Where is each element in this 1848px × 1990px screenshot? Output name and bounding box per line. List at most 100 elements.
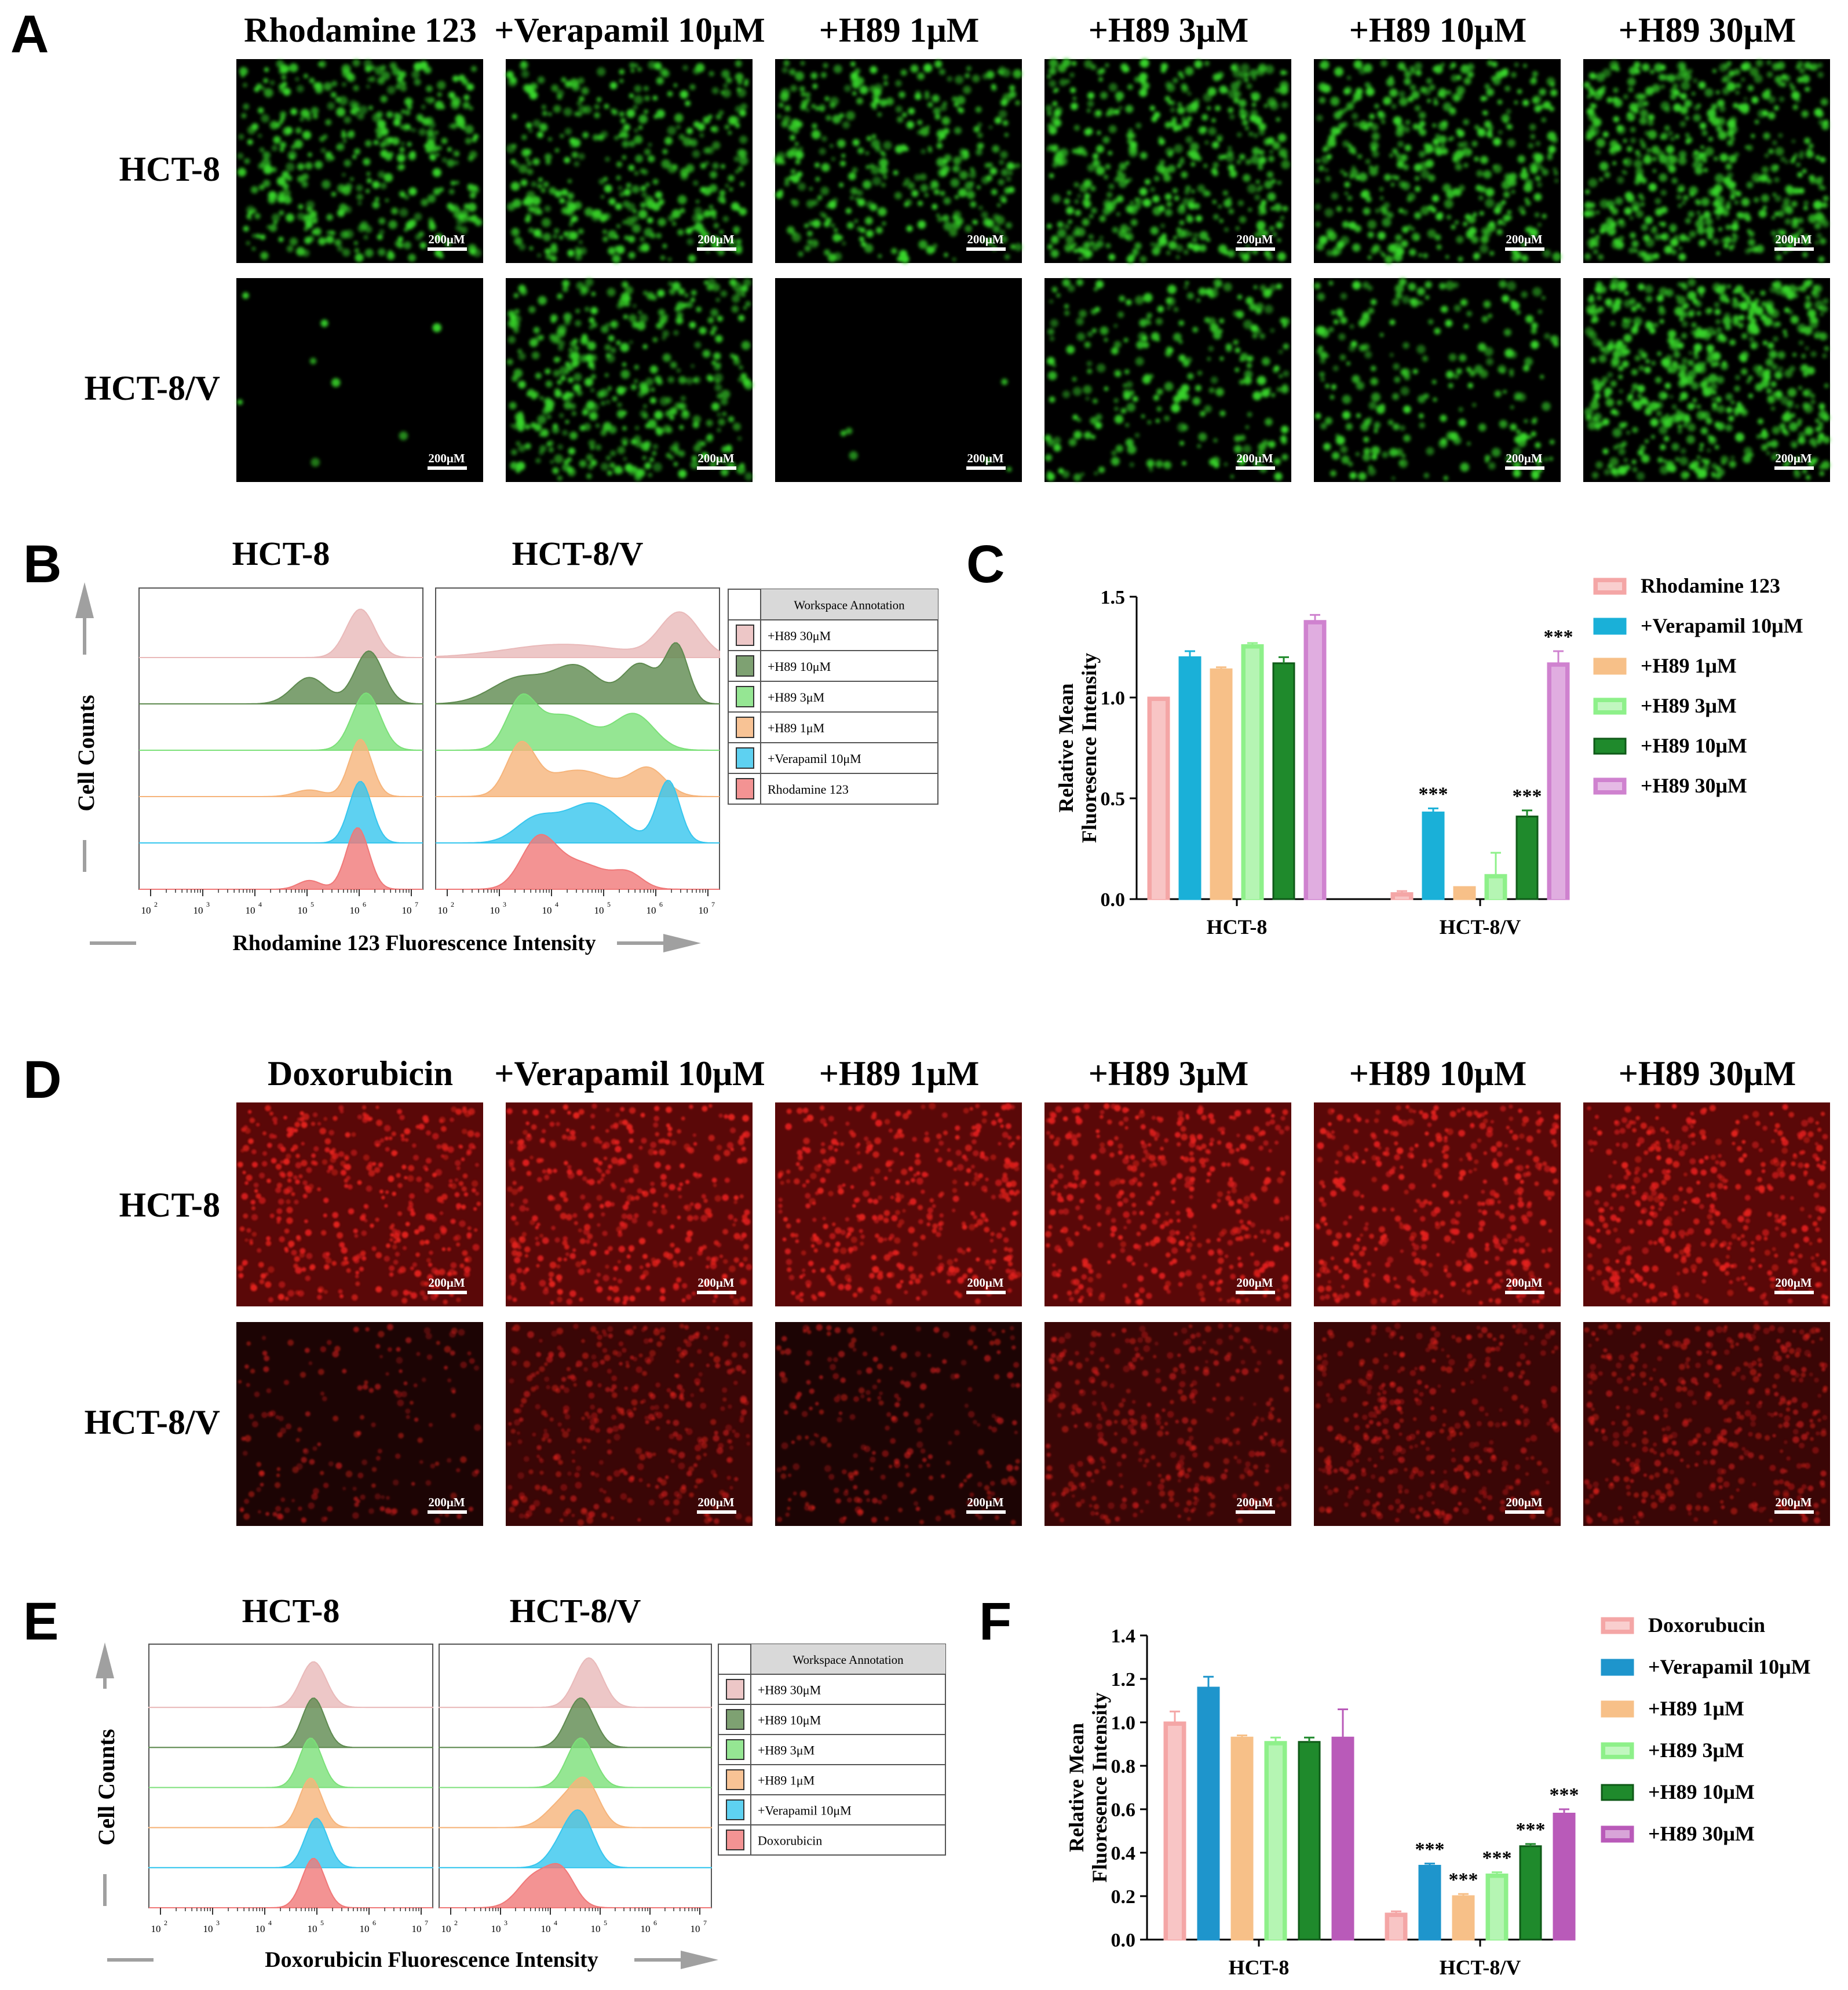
legend-entry: +H89 1μM — [768, 721, 824, 735]
y-tick-label: 0.0 — [1101, 889, 1126, 911]
scale-bar: 200μM — [966, 1495, 1006, 1514]
scale-bar-label: 200μM — [1506, 232, 1542, 246]
x-tick-label: HCT-8/V — [1440, 1956, 1521, 1979]
legend-swatch-inner — [1598, 782, 1622, 790]
x-axis-arrowhead — [663, 934, 701, 952]
histogram-curve — [436, 834, 720, 890]
legend-swatch — [726, 1830, 744, 1850]
tick-label: 10 — [490, 905, 500, 916]
tick-exponent: 2 — [451, 900, 454, 908]
bar — [1418, 1865, 1441, 1941]
bar-chart-doxorubicin: 0.0 0.2 0.4 0.6 0.8 1.0 1.2 1.4 Relative Mean Flu… — [1065, 1613, 1811, 1979]
column-header: +H89 30μM — [1619, 11, 1796, 49]
scale-bar-label: 200μM — [428, 1495, 465, 1509]
scale-bar: 200μM — [697, 232, 736, 251]
tick-exponent: 7 — [415, 900, 418, 908]
legend-entry: Rhodamine 123 — [1641, 574, 1780, 597]
legend-entry: +H89 1μM — [758, 1773, 815, 1787]
tick-exponent: 5 — [607, 900, 611, 908]
significance-marker: *** — [1482, 1847, 1512, 1869]
row-label: HCT-8/V — [85, 1403, 221, 1441]
tick-exponent: 3 — [206, 900, 210, 908]
legend-swatch — [1593, 578, 1627, 595]
bar-inner — [1490, 1878, 1504, 1940]
tick-label: 10 — [203, 1923, 213, 1934]
row-label: HCT-8 — [119, 1186, 221, 1224]
bar — [1178, 656, 1201, 900]
histogram-curve — [439, 1697, 712, 1748]
tick-exponent: 2 — [454, 1919, 458, 1927]
column-header: +Verapamil 10μM — [494, 1054, 765, 1093]
column-header: +H89 3μM — [1089, 11, 1249, 49]
scale-bar: 200μM — [428, 451, 467, 470]
micrograph-image: 200μM — [236, 278, 483, 482]
legend-header: Workspace Annotation — [794, 598, 905, 612]
y-tick-label: 1.2 — [1111, 1669, 1136, 1690]
legend-entry: +Verapamil 10μM — [758, 1803, 852, 1817]
significance-marker: *** — [1516, 1819, 1546, 1841]
scale-bar-label: 200μM — [1236, 232, 1273, 246]
scale-bar-label: 200μM — [967, 1276, 1003, 1290]
y-axis-label: Fluoresence Intensity — [1078, 653, 1101, 843]
tick-label: 10 — [641, 1923, 651, 1934]
tick-label: 10 — [591, 1923, 601, 1934]
tick-label: 10 — [438, 905, 448, 916]
tick-exponent: 7 — [711, 900, 715, 908]
bar — [1422, 811, 1445, 900]
column-header: +H89 10μM — [1349, 11, 1527, 49]
micrograph-image: 200μM — [775, 278, 1022, 482]
micrograph-image: 200μM — [1583, 1322, 1830, 1526]
tick-exponent: 2 — [164, 1919, 167, 1927]
y-tick-label: 1.0 — [1101, 688, 1126, 709]
bar — [1272, 662, 1295, 900]
panel-letter-b: B — [23, 535, 61, 594]
bar-inner — [1168, 1726, 1182, 1940]
column-header: Rhodamine 123 — [244, 11, 477, 49]
tick-label: 10 — [308, 1923, 317, 1934]
significance-marker: *** — [1513, 786, 1542, 807]
legend-swatch — [1601, 1659, 1634, 1676]
scale-bar: 200μM — [966, 451, 1006, 470]
legend-swatch — [1601, 1617, 1634, 1634]
legend-entry: +Verapamil 10μM — [1641, 614, 1803, 637]
tick-exponent: 7 — [703, 1919, 707, 1927]
bar — [1453, 886, 1476, 900]
legend-entry: +H89 10μM — [1648, 1780, 1755, 1803]
micrograph-image: 200μM — [1314, 1322, 1561, 1526]
scale-bar-label: 200μM — [428, 1276, 465, 1290]
micrograph-image: 200μM — [1583, 1102, 1830, 1306]
micrograph-image: 200μM — [1583, 59, 1830, 263]
y-axis-arrowhead — [75, 582, 94, 618]
bar-inner — [1551, 666, 1565, 899]
micrograph-image: 200μM — [236, 1102, 483, 1306]
bar — [1147, 696, 1170, 900]
scale-bar: 200μM — [966, 1276, 1006, 1294]
scale-bar-label: 200μM — [1236, 451, 1273, 465]
tick-label: 10 — [541, 1923, 551, 1934]
scale-bar-label: 200μM — [697, 1495, 734, 1509]
bar — [1197, 1686, 1220, 1941]
x-tick-label: HCT-8/V — [1440, 915, 1521, 939]
legend-swatch — [726, 1679, 744, 1700]
tick-exponent: 2 — [154, 900, 158, 908]
scale-bar: 200μM — [1505, 1276, 1544, 1294]
tick-label: 10 — [350, 905, 360, 916]
micrograph-image: 200μM — [506, 59, 753, 264]
tick-exponent: 3 — [504, 1919, 507, 1927]
scale-bar: 200μM — [428, 1276, 467, 1294]
legend-swatch — [726, 1769, 744, 1790]
bar-inner — [1395, 896, 1409, 899]
tick-label: 10 — [151, 1923, 161, 1934]
legend-swatch — [726, 1739, 744, 1760]
legend-swatch-inner — [1605, 1830, 1630, 1838]
scale-bar: 200μM — [428, 232, 467, 251]
scale-bar: 200μM — [697, 1495, 736, 1514]
workspace-annotation-legend: Workspace Annotation +H89 30μM +H89 10μM +H… — [718, 1644, 946, 1856]
scale-bar-label: 200μM — [1506, 1495, 1542, 1509]
legend-entry: +H89 3μM — [758, 1743, 815, 1757]
tick-exponent: 5 — [604, 1919, 607, 1927]
micrograph-image: 200μM — [506, 1322, 753, 1526]
legend-swatch — [1601, 1825, 1634, 1843]
